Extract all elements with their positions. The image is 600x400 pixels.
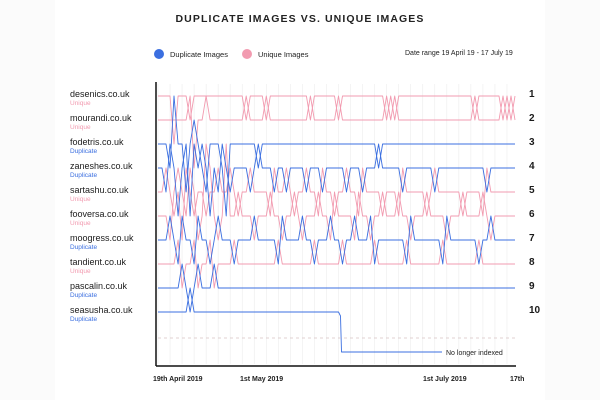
series-line-zaneshes-co-uk (158, 143, 515, 217)
site-label: desenics.co.uk (70, 89, 130, 99)
site-status: Duplicate (70, 292, 98, 299)
series-line-fodetris-co-uk (158, 95, 515, 217)
site-status: Duplicate (70, 244, 98, 251)
legend-duplicate: Duplicate Images (154, 49, 228, 59)
site-label: sartashu.co.uk (70, 185, 129, 195)
legend-duplicate-label: Duplicate Images (170, 49, 228, 59)
site-label: moogress.co.uk (70, 233, 134, 243)
site-status: Unique (70, 100, 91, 107)
date-range: Date range 19 April 19 - 17 July 19 (405, 50, 513, 57)
rank-label: 4 (529, 161, 535, 172)
rank-label: 8 (529, 257, 535, 268)
series-lines (158, 95, 516, 353)
legend-unique-label: Unique Images (258, 49, 309, 59)
rank-label: 7 (529, 233, 535, 244)
site-label: fodetris.co.uk (70, 137, 124, 147)
x-tick: 17th (510, 376, 525, 383)
series-line-tandient-co-uk (158, 239, 515, 289)
site-status: Duplicate (70, 148, 98, 155)
right-margin (545, 0, 600, 400)
site-label: tandient.co.uk (70, 257, 127, 267)
series-line-fooversa-co-uk (158, 143, 515, 241)
site-status: Unique (70, 124, 91, 131)
rank-label: 10 (529, 305, 541, 316)
rank-label: 2 (529, 113, 535, 124)
site-label: seasusha.co.uk (70, 305, 133, 315)
site-status: Unique (70, 220, 91, 227)
rank-label: 9 (529, 281, 535, 292)
legend-unique-dot-icon (242, 49, 252, 59)
site-status: Unique (70, 268, 91, 275)
site-label: zaneshes.co.uk (70, 161, 133, 171)
site-label: mourandi.co.uk (70, 113, 132, 123)
x-tick: 1st May 2019 (240, 376, 284, 383)
no-longer-indexed-annotation: No longer indexed (446, 350, 503, 357)
vertical-gridlines (157, 84, 508, 364)
site-status: Duplicate (70, 316, 98, 323)
series-line-mourandi-co-uk (158, 95, 516, 169)
chart-title: DUPLICATE IMAGES VS. UNIQUE IMAGES (175, 13, 425, 25)
rank-label: 6 (529, 209, 535, 220)
rank-label: 1 (529, 89, 535, 100)
legend-unique: Unique Images (242, 49, 308, 59)
rank-label: 3 (529, 137, 535, 148)
x-tick: 1st July 2019 (423, 376, 467, 383)
series-line-moogress-co-uk (158, 215, 515, 265)
site-status: Duplicate (70, 172, 98, 179)
site-status: Unique (70, 196, 91, 203)
x-tick: 19th April 2019 (153, 376, 203, 383)
series-line-pascalin-co-uk (158, 263, 515, 313)
left-margin (0, 0, 55, 400)
series-line-seasusha-co-uk (158, 287, 442, 353)
rank-label: 5 (529, 185, 535, 196)
legend-duplicate-dot-icon (154, 49, 164, 59)
site-label: pascalin.co.uk (70, 281, 128, 291)
site-label: fooversa.co.uk (70, 209, 129, 219)
